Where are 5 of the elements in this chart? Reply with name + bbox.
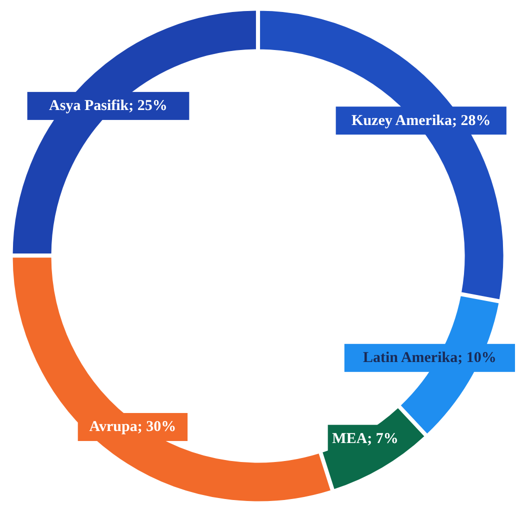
slice-label: Latin Amerika; 10%: [344, 344, 515, 372]
slice-label: MEA; 7%: [328, 424, 403, 453]
slice-label: Kuzey Amerika; 28%: [336, 106, 506, 135]
slice-label: Avrupa; 30%: [78, 413, 188, 441]
slice-label: Asya Pasifik; 25%: [27, 92, 190, 120]
